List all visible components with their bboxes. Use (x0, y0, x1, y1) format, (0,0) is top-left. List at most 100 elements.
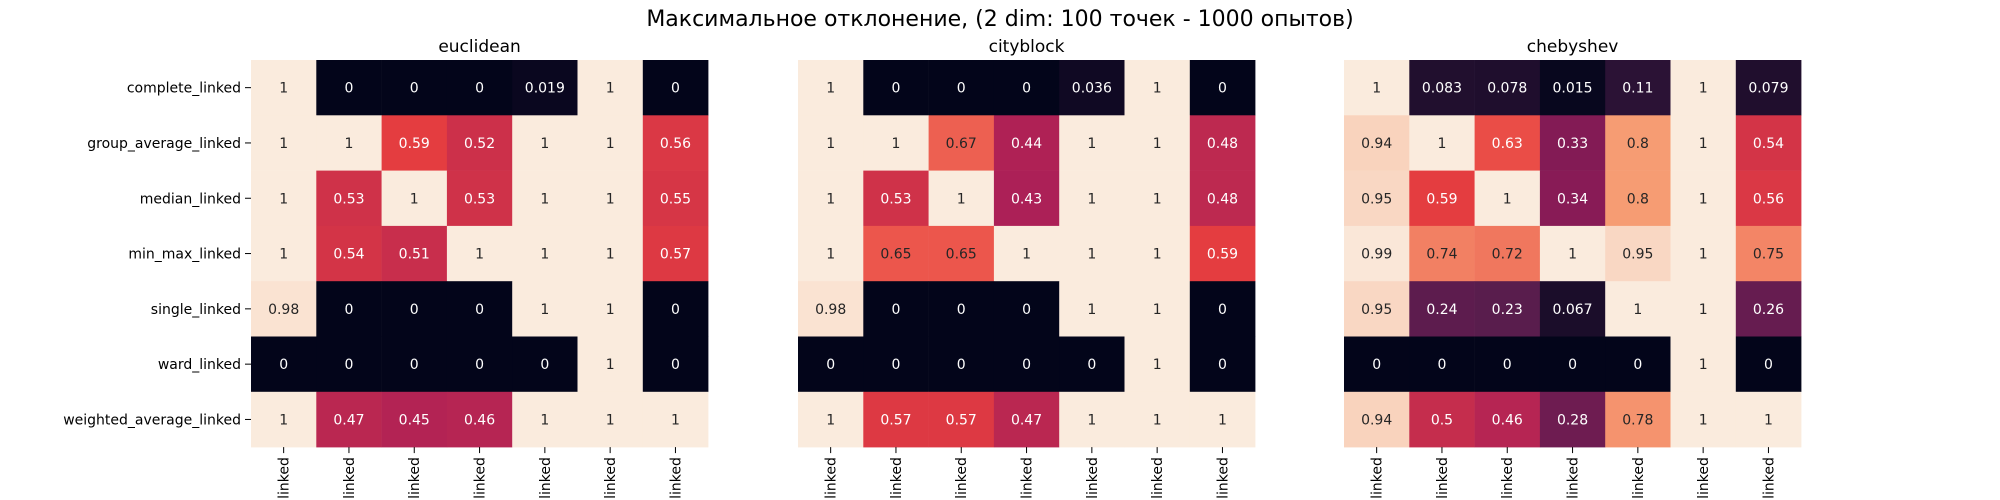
heatmap-cell (928, 225, 995, 282)
heatmap-cell (1670, 60, 1737, 116)
y-tick-label: single_linked (151, 302, 241, 318)
heatmap-cell (1474, 225, 1541, 282)
heatmap-cell (381, 170, 448, 227)
heatmap-cell (1059, 225, 1125, 282)
heatmap-cell (928, 115, 995, 171)
cell-value-label: 0.43 (1011, 191, 1042, 207)
x-tick-label: linked (1150, 457, 1166, 499)
cell-value-label: 0.98 (268, 302, 299, 318)
heatmap-cell (251, 336, 317, 393)
heatmap-cell (1409, 60, 1475, 116)
heatmap-panel-chebyshev: chebyshev 1 0.083 0.078 0.015 0.11 1 0.079 0.94 1… (1344, 37, 1802, 499)
cell-value-label: 0.24 (1426, 302, 1457, 318)
heatmap-cell (993, 281, 1060, 337)
heatmap-cell (863, 115, 929, 171)
cell-value-label: 0 (344, 81, 353, 97)
cell-value-label: 0.94 (1361, 136, 1392, 152)
cell-value-label: 0.8 (1627, 191, 1649, 207)
heatmap-cell (993, 336, 1060, 393)
x-tick-label: linked (1761, 457, 1777, 499)
cell-value-label: 1 (606, 412, 615, 428)
heatmap-cell (1344, 225, 1410, 282)
heatmap-cell (642, 170, 709, 227)
heatmap-cell (1539, 60, 1606, 116)
heatmap-cell (512, 170, 578, 227)
cell-value-label: 1 (826, 81, 835, 97)
heatmap-cell (1189, 391, 1256, 448)
cell-value-label: 1 (540, 247, 549, 263)
x-tick-label: linked (889, 457, 905, 499)
x-tick-label: linked (1215, 457, 1231, 499)
x-tick-label: linked (1696, 457, 1712, 499)
cell-value-label: 0 (1568, 357, 1577, 373)
heatmap-cell (316, 225, 382, 282)
cell-value-label: 0.65 (880, 247, 911, 263)
cell-value-label: 0.55 (660, 191, 691, 207)
heatmap-cell (1735, 225, 1802, 282)
cell-value-label: 1 (1699, 81, 1708, 97)
cell-value-label: 1 (1437, 136, 1446, 152)
cell-value-label: 1 (1699, 136, 1708, 152)
cell-value-label: 1 (826, 247, 835, 263)
cell-value-label: 1 (1699, 302, 1708, 318)
cell-value-label: 0.65 (946, 247, 977, 263)
heatmap-cell (577, 60, 644, 116)
heatmap-cell (316, 391, 382, 448)
cell-value-label: 1 (826, 191, 835, 207)
cell-value-label: 0 (1633, 357, 1642, 373)
cell-value-label: 0 (344, 357, 353, 373)
cell-value-label: 0 (475, 81, 484, 97)
cell-value-label: 1 (1372, 81, 1381, 97)
cell-value-label: 1 (410, 191, 419, 207)
heatmap-cell (1189, 225, 1256, 282)
cell-value-label: 0 (671, 81, 680, 97)
heatmap-cell (512, 115, 578, 171)
x-tick-label: linked (954, 457, 970, 499)
heatmap-cell (993, 115, 1060, 171)
heatmap-cell (928, 391, 995, 448)
heatmap-cell (251, 391, 317, 448)
x-tick-label: linked (1370, 457, 1386, 499)
cell-value-label: 1 (1153, 412, 1162, 428)
heatmap-cell (512, 336, 578, 393)
heatmap-cell (1124, 170, 1191, 227)
heatmap-cell (1670, 170, 1737, 227)
heatmap-cell (1539, 391, 1606, 448)
heatmap-cell (1539, 115, 1606, 171)
heatmap-cell (512, 391, 578, 448)
cell-value-label: 0.46 (464, 412, 495, 428)
heatmap-cell (1124, 225, 1191, 282)
cell-value-label: 1 (1699, 357, 1708, 373)
y-tick-label: group_average_linked (87, 136, 241, 152)
cell-value-label: 0.99 (1361, 247, 1392, 263)
heatmap-cell (993, 225, 1060, 282)
cell-value-label: 1 (606, 247, 615, 263)
heatmap-cell (251, 60, 317, 116)
heatmap-cell (863, 391, 929, 448)
cell-value-label: 1 (826, 136, 835, 152)
y-tick-label: weighted_average_linked (63, 412, 241, 428)
cell-value-label: 0 (1218, 357, 1227, 373)
heatmap-cell (798, 225, 864, 282)
x-tick-label: linked (407, 457, 423, 499)
cell-value-label: 0 (1218, 302, 1227, 318)
heatmap-cell (512, 60, 578, 116)
cell-value-label: 0.95 (1361, 191, 1392, 207)
cell-value-label: 1 (475, 247, 484, 263)
heatmap-cell (577, 225, 644, 282)
x-tick-label: linked (1566, 457, 1582, 499)
cell-value-label: 0 (1218, 81, 1227, 97)
heatmap-cell (993, 60, 1060, 116)
cell-value-label: 0.52 (464, 136, 495, 152)
heatmap-cell (381, 281, 448, 337)
heatmap-panel-euclidean: euclidean 1 0 0 0 0.019 1 0 1 1 0.59 0.52 1 1 0.56 1 0.5… (63, 37, 709, 499)
cell-value-label: 1 (1153, 302, 1162, 318)
cell-value-label: 0 (475, 357, 484, 373)
y-tick-label: min_max_linked (128, 247, 241, 263)
cell-value-label: 0 (891, 357, 900, 373)
heatmap-cell (993, 391, 1060, 448)
heatmap-cell (1059, 336, 1125, 393)
heatmap-cell (1474, 115, 1541, 171)
x-tick-label: linked (277, 457, 293, 499)
